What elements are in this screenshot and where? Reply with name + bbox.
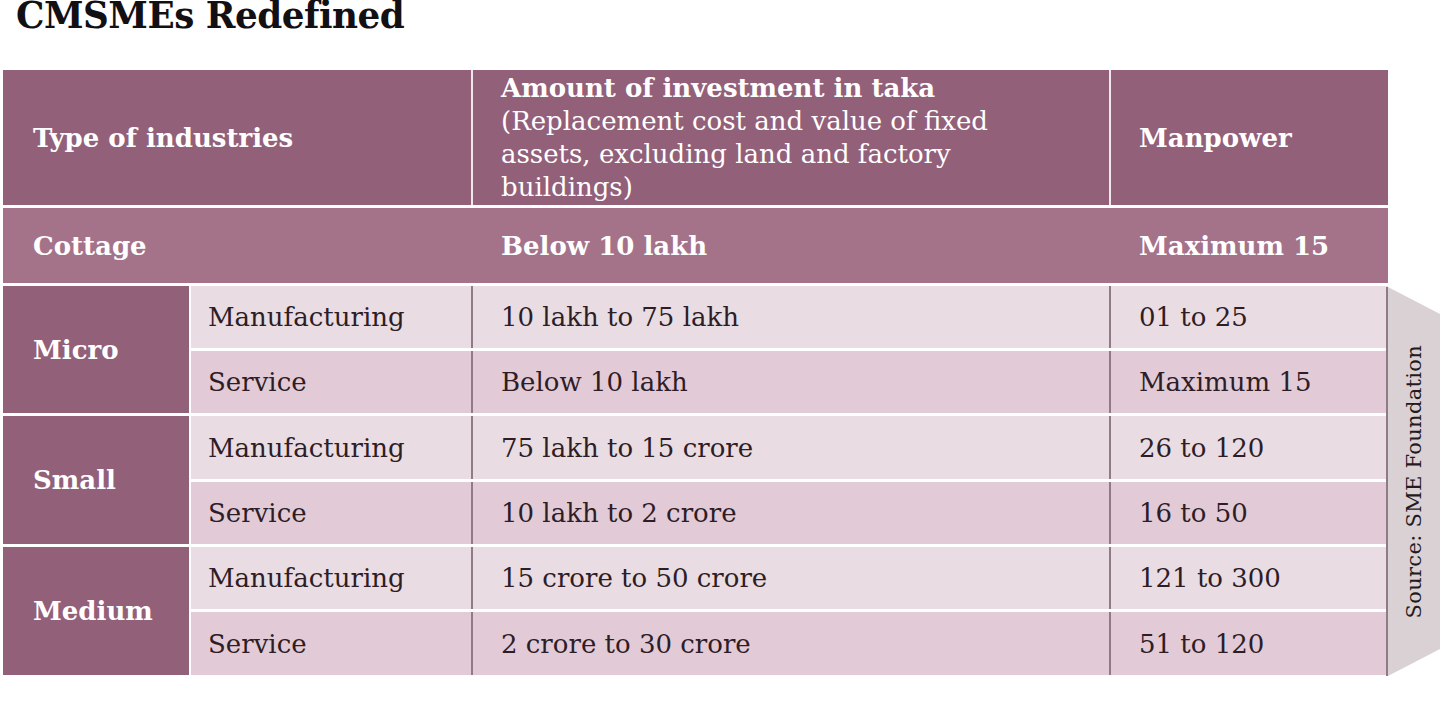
cell-small-service-manpower: 16 to 50 [1109,482,1388,544]
header-investment-title: Amount of investment in taka [501,72,1075,105]
source-note: Source: SME Foundation [1402,345,1426,618]
source-banner: Source: SME Foundation [1388,287,1440,676]
cell-micro-label: Micro [3,286,189,413]
cell-cottage-investment: Below 10 lakh [471,208,1109,283]
cell-micro-service-investment: Below 10 lakh [471,351,1109,413]
infographic-page: CMSMEs Redefined Type of industries Amou… [0,0,1440,716]
cell-small-service-investment: 10 lakh to 2 crore [471,482,1109,544]
cmsme-definition-table: Type of industries Amount of investment … [3,70,1388,675]
header-investment-note: (Replacement cost and value of fixed ass… [501,105,1075,204]
cell-micro-manufacturing-manpower: 01 to 25 [1109,286,1388,348]
cell-medium-service-manpower: 51 to 120 [1109,612,1388,675]
cell-medium-label: Medium [3,547,189,675]
header-manpower: Manpower [1109,70,1388,205]
cell-small-manufacturing-manpower: 26 to 120 [1109,416,1388,479]
cell-small-label: Small [3,416,189,544]
cell-medium-manufacturing-investment: 15 crore to 50 crore [471,547,1109,609]
cell-cottage-label: Cottage [3,208,471,283]
cell-medium-manufacturing-manpower: 121 to 300 [1109,547,1388,609]
header-investment: Amount of investment in taka (Replacemen… [471,70,1109,205]
cell-small-manufacturing-investment: 75 lakh to 15 crore [471,416,1109,479]
cell-medium-service-investment: 2 crore to 30 crore [471,612,1109,675]
cell-micro-manufacturing-category: Manufacturing [189,286,471,348]
cell-cottage-manpower: Maximum 15 [1109,208,1388,283]
cell-medium-manufacturing-category: Manufacturing [189,547,471,609]
header-investment-text: Amount of investment in taka (Replacemen… [501,72,1075,204]
cell-medium-service-category: Service [189,612,471,675]
cell-micro-manufacturing-investment: 10 lakh to 75 lakh [471,286,1109,348]
cell-micro-service-category: Service [189,351,471,413]
page-title: CMSMEs Redefined [16,0,404,37]
cell-small-service-category: Service [189,482,471,544]
table-right-edge-line [1386,287,1388,676]
cell-micro-service-manpower: Maximum 15 [1109,351,1388,413]
cell-small-manufacturing-category: Manufacturing [189,416,471,479]
header-type-of-industries: Type of industries [3,70,471,205]
